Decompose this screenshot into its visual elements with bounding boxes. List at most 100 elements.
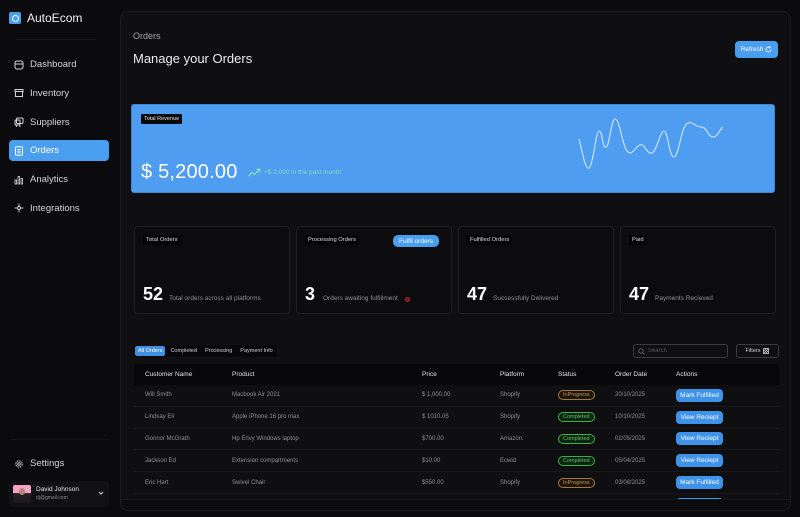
tab-processing[interactable]: Processing: [205, 348, 233, 354]
stat-label: Fulfilled Orders: [467, 235, 513, 245]
suppliers-icon: [14, 117, 24, 127]
column-header[interactable]: Status: [558, 371, 577, 378]
sidebar-item-inventory[interactable]: Inventory: [9, 83, 109, 104]
status-badge: InProgress: [558, 477, 595, 488]
orders-icon: [14, 146, 24, 156]
tab-completed[interactable]: Completed: [170, 348, 198, 354]
price: $ 1010.05: [422, 414, 449, 421]
user-name: David Johnson: [36, 486, 79, 494]
platform: Ecwid: [500, 457, 517, 464]
sidebar-item-label: Dashboard: [30, 59, 77, 70]
table-row: Lindsay Eli Apple iPhone 16 pro max $ 10…: [134, 407, 779, 429]
filters-label: Filters: [745, 348, 761, 354]
product: Apple iPhone 16 pro max: [232, 414, 300, 421]
mark-fulfilled-button[interactable]: Mark Fulfilled: [676, 476, 723, 490]
product: Swivel Chair: [232, 479, 266, 486]
stat-value: 3: [305, 284, 316, 304]
view-receipt-button[interactable]: View Reciept: [676, 454, 723, 468]
user-menu[interactable]: David Johnson dj@gmail.com: [9, 481, 109, 507]
trending-up-icon: [248, 168, 261, 177]
tab-payment-info[interactable]: Payment Info: [240, 348, 273, 354]
refresh-icon: [766, 46, 772, 53]
trend-text: +$ 2,000 in the past month: [264, 169, 342, 176]
sidebar-item-integrations[interactable]: Integrations: [9, 198, 109, 219]
fulfil-orders-button[interactable]: Fulfil orders: [393, 235, 439, 247]
stat-value: 52: [143, 284, 164, 304]
sidebar-item-label: Analytics: [30, 174, 69, 186]
page-title: Manage your Orders: [133, 51, 253, 66]
customer-name: Will Smith: [145, 392, 172, 399]
platform: Amazon.: [500, 435, 524, 442]
tab-all-orders[interactable]: All Orders: [135, 346, 166, 356]
sidebar-item-orders[interactable]: Orders: [9, 140, 109, 162]
stat-desc: Successfully Delivered: [493, 295, 559, 302]
order-date: 03/08/2025: [615, 479, 646, 486]
platform: Shopify: [500, 392, 521, 399]
filters-button[interactable]: Filters: [736, 344, 779, 358]
stat-label: Paid: [629, 235, 647, 245]
sidebar-item-analytics[interactable]: Analytics: [9, 169, 109, 190]
status-badge: Completed: [558, 412, 595, 423]
price: $ 1,000.00: [422, 392, 451, 399]
settings-link[interactable]: Settings: [14, 458, 64, 469]
sidebar-item-suppliers[interactable]: Suppliers: [9, 112, 109, 133]
revenue-trend: +$ 2,000 in the past month: [248, 168, 341, 177]
avatar: [13, 485, 31, 503]
order-tabs: All Orders Completed Processing Payment …: [134, 345, 277, 357]
breadcrumb: Orders: [133, 31, 161, 41]
product: Macbook Air 2021: [232, 392, 281, 399]
alert-icon: [405, 297, 410, 302]
integrations-icon: [14, 203, 24, 213]
stat-label: Total Orders: [143, 235, 181, 245]
customer-name: Jackson Ed: [145, 457, 177, 464]
search-field[interactable]: [633, 344, 728, 358]
column-header[interactable]: Platform: [500, 371, 525, 378]
column-header[interactable]: Customer Name: [145, 371, 193, 378]
app-name: AutoEcom: [27, 11, 83, 25]
order-date: 10/10/2025: [615, 414, 646, 421]
sidebar: AutoEcom Dashboard Inventory Suppliers: [0, 0, 118, 517]
column-header[interactable]: Product: [232, 371, 255, 378]
stat-card-total-orders: Total Orders 52 Total orders across all …: [134, 226, 290, 314]
view-receipt-button[interactable]: View Reciept: [676, 410, 723, 424]
app-logo-icon: [9, 12, 21, 24]
view-receipt-button[interactable]: View Reciept: [676, 432, 723, 446]
sidebar-item-dashboard[interactable]: Dashboard: [9, 54, 109, 75]
search-input[interactable]: [647, 348, 727, 354]
analytics-icon: [14, 175, 24, 185]
price: $10.00: [422, 457, 441, 464]
sidebar-item-label: Inventory: [30, 87, 70, 99]
order-date: 20/10/2025: [615, 392, 646, 399]
column-header[interactable]: Price: [422, 371, 437, 378]
orders-table: Customer Name Product Price Platform Sta…: [134, 364, 779, 510]
dashboard-icon: [14, 60, 24, 70]
table-row: Eric Hart Swivel Chair $550.00 Shopify I…: [134, 472, 779, 494]
sidebar-item-label: Orders: [30, 145, 60, 157]
table-scroll-edge: [121, 499, 790, 510]
product: Extension compartments: [232, 457, 299, 464]
platform: Shopify: [500, 479, 521, 486]
status-badge: Completed: [558, 455, 595, 466]
brand[interactable]: AutoEcom: [9, 11, 82, 25]
stat-desc: Total orders across all platforms: [169, 295, 261, 302]
refresh-label: Refresh: [740, 46, 764, 53]
main-panel: Orders Manage your Orders Refresh Total …: [120, 11, 791, 511]
customer-name: Gonnor McGrath: [145, 435, 190, 442]
column-header[interactable]: Order Date: [615, 371, 648, 378]
mark-fulfilled-button[interactable]: Mark Fulfilled: [676, 388, 723, 402]
customer-name: Lindsay Eli: [145, 414, 175, 421]
refresh-button[interactable]: Refresh: [735, 41, 778, 58]
status-badge: Completed: [558, 433, 595, 444]
stat-desc: Payments Recieved: [655, 295, 713, 302]
table-header: Customer Name Product Price Platform Sta…: [134, 364, 779, 385]
sidebar-item-label: Suppliers: [30, 116, 70, 128]
divider: [9, 439, 109, 440]
stat-desc: Orders awaiting fulfillment: [323, 295, 398, 302]
price: $700.00: [422, 435, 444, 442]
filter-icon: [763, 348, 770, 354]
archive-icon: [14, 88, 24, 98]
stat-card-fulfilled-orders: Fulfilled Orders 47 Successfully Deliver…: [458, 226, 614, 314]
user-email: dj@gmail.com: [36, 494, 68, 501]
search-icon: [638, 347, 645, 355]
sidebar-item-label: Integrations: [30, 202, 80, 214]
